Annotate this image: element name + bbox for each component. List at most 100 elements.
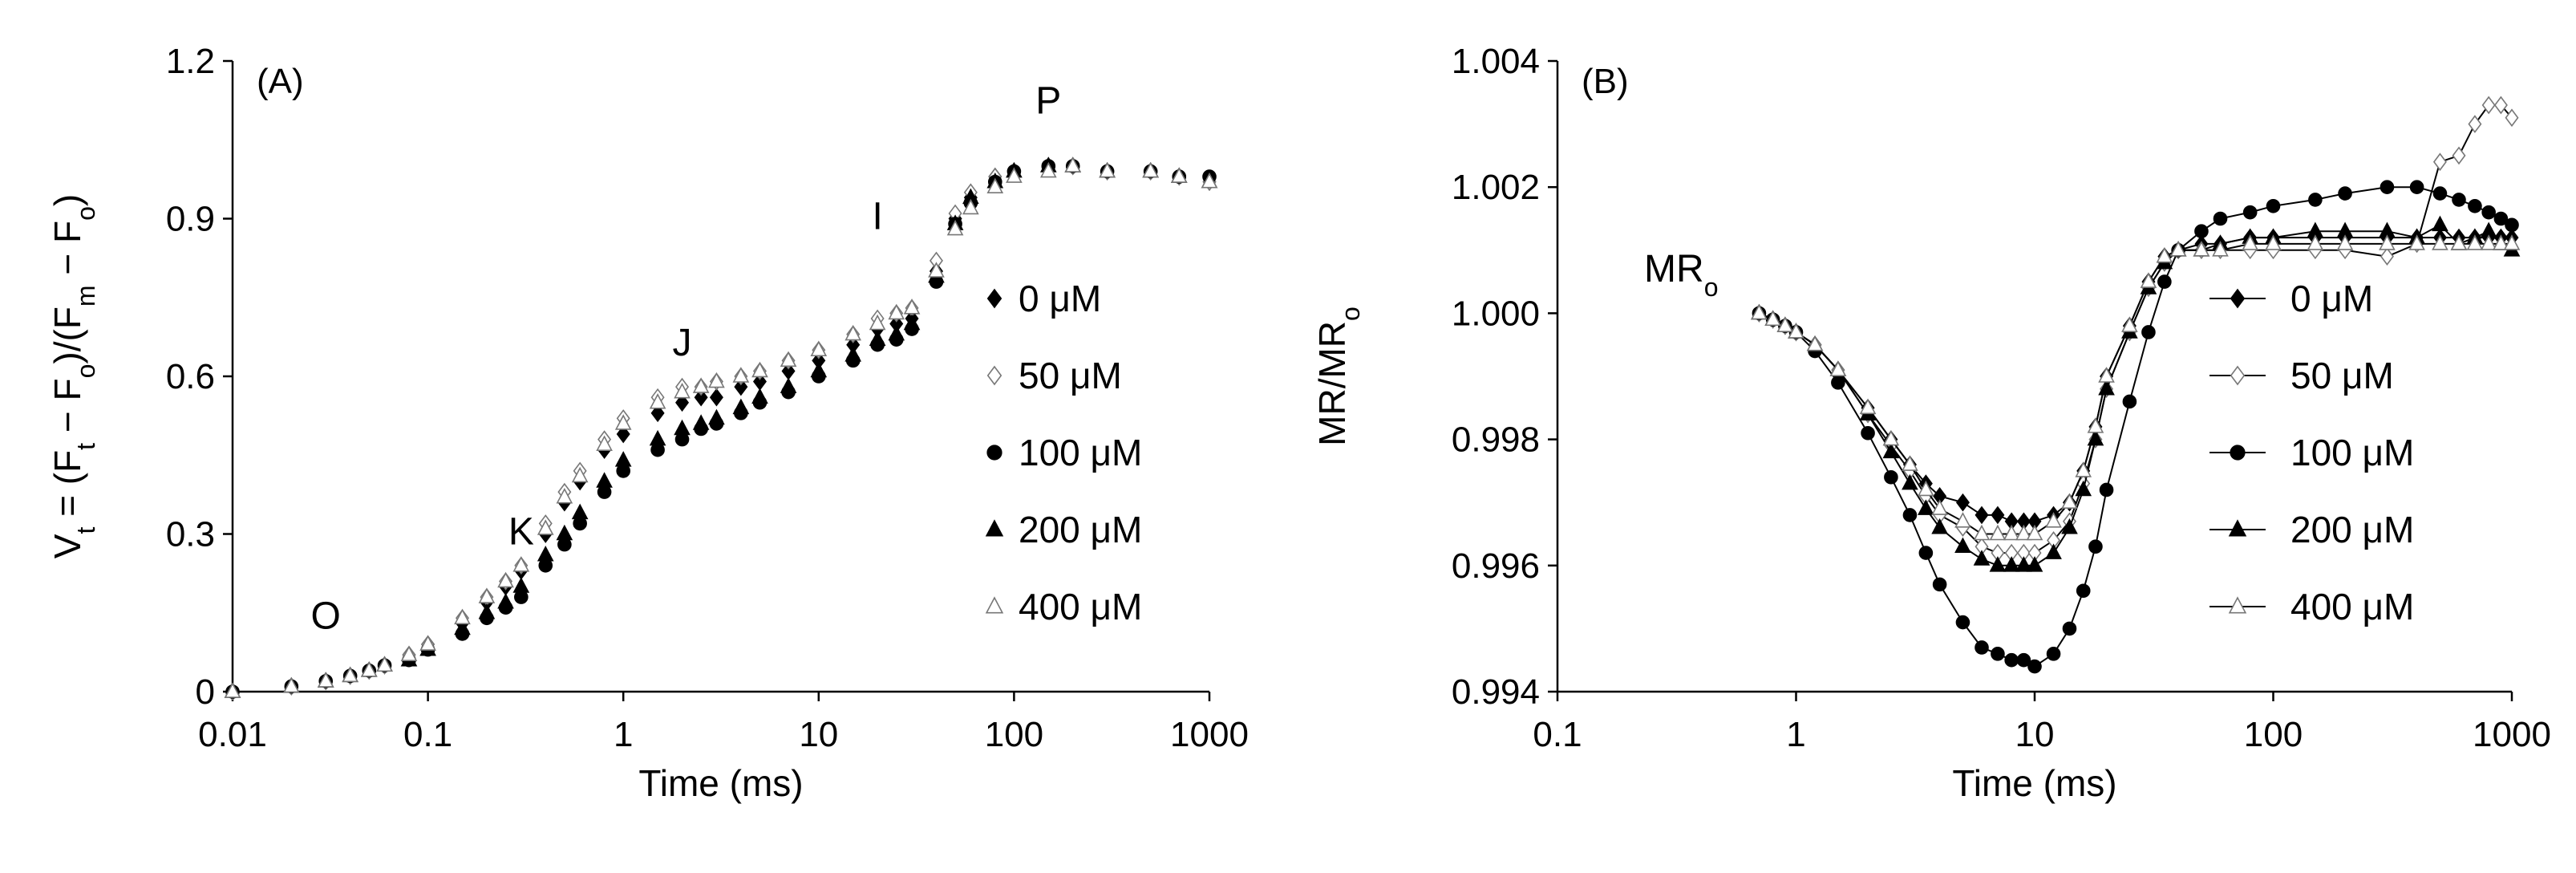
data-point-200-m [732,398,750,415]
data-point-400-m [596,435,613,451]
annotation: P [1035,80,1061,123]
data-point-200-m [1954,537,1971,554]
data-point-50-m [2452,146,2466,165]
data-point-400-m [2045,512,2062,528]
data-point-400-m [869,314,886,331]
legend-marker [986,445,1002,461]
y-axis-label-part: − F [47,221,88,286]
legend-marker [2228,519,2247,537]
x-tick-label: 10 [799,715,838,754]
data-point-100-m [2076,583,2091,599]
y-tick-label: 0.3 [166,515,215,554]
data-point-400-m [224,682,241,698]
data-point-100-m [2452,193,2466,207]
data-point-400-m [1142,161,1159,178]
data-point-200-m [454,619,471,635]
data-point-200-m [649,429,666,446]
legend-item-50-m: 50 μM [986,355,1122,396]
data-point-400-m [1751,303,1768,320]
data-point-400-m [2098,367,2115,383]
data-point-200-m [596,472,613,488]
data-point-100-m [2505,217,2519,233]
data-point-400-m [2493,234,2509,250]
x-tick-label: 1000 [1170,715,1249,754]
data-point-200-m [751,388,768,404]
y-axis-label: Vt = (Ft − Fo)/(Fm − Fo) [47,194,100,558]
data-point-400-m [1806,335,1824,351]
data-point-200-m [2003,556,2020,572]
data-point-100-m [2409,180,2424,194]
y-axis-label-part: − F [47,378,88,443]
data-point-400-m [454,608,471,625]
data-point-100-m [2016,652,2031,668]
data-point-200-m [571,503,589,520]
panel-label: (B) [1582,62,1629,101]
legend-label: 50 μM [2290,355,2394,396]
data-point-400-m [1973,524,1991,541]
legend-item-400-m: 400 μM [985,586,1142,627]
y-axis-label-part: o [71,206,100,221]
data-point-0-m [1975,506,1989,525]
legend-label: 200 μM [2290,509,2414,550]
data-point-200-m [869,330,886,346]
data-point-200-m [497,592,514,609]
data-point-400-m [512,556,530,572]
data-point-200-m [2061,518,2078,534]
data-point-400-m [1954,512,1971,528]
data-point-100-m [1861,425,1875,441]
series-line-200-m [1758,224,2513,566]
data-point-400-m [1039,161,1057,178]
data-point-400-m [2242,234,2258,250]
data-point-50-m [2380,247,2394,266]
data-point-400-m [419,635,436,651]
y-tick-label: 1.004 [1452,42,1540,81]
series-400-m [224,156,1218,698]
data-point-400-m [649,393,666,409]
x-tick-label: 100 [985,715,1043,754]
x-tick-label: 0.1 [403,715,452,754]
legend: 0 μM 50 μM 100 μM 200 μM 400 μM [985,278,1142,627]
data-point-400-m [2265,234,2282,250]
series-line-100-m [1758,186,2513,668]
data-point-100-m [1932,577,1947,592]
data-point-0-m [650,404,665,423]
data-point-400-m [1170,167,1188,183]
data-point-400-m [1788,323,1804,339]
data-point-400-m [360,661,378,677]
data-point-200-m [844,346,862,362]
data-point-0-m [675,393,690,412]
data-point-50-m [2493,95,2508,115]
data-point-400-m [1201,172,1218,189]
data-point-200-m [810,361,828,378]
x-tick-label: 0.1 [1533,715,1582,754]
annotation-part: o [1704,273,1719,302]
data-point-400-m [614,414,632,430]
legend-item-50-m: 50 μM [2209,355,2394,396]
panel-label: (A) [257,62,304,101]
data-point-400-m [1859,398,1877,415]
y-tick-label: 0.994 [1452,672,1540,712]
x-tick-label: 0.01 [198,715,267,754]
data-point-100-m [2468,198,2482,213]
legend-marker [2230,445,2246,461]
legend-label: 400 μM [1019,586,1142,627]
y-tick-label: 1.2 [166,42,215,81]
y-tick-label: 1.000 [1452,294,1540,333]
data-point-400-m [732,367,750,383]
data-point-100-m [2493,211,2509,226]
data-point-100-m [2432,186,2448,201]
x-axis-label: Time (ms) [638,762,803,804]
y-tick-label: 0.998 [1452,420,1540,460]
data-point-0-m [1955,493,1970,512]
data-point-100-m [1955,615,1970,630]
legend-marker [985,596,1004,614]
legend-label: 0 μM [1019,278,1101,319]
legend-marker [985,519,1004,537]
data-point-400-m [376,656,393,672]
data-point-400-m [556,487,573,504]
data-point-400-m [571,466,589,483]
series-line-400-m [1758,242,2512,535]
data-point-400-m [2193,241,2210,257]
y-tick-label: 0.9 [166,200,215,239]
